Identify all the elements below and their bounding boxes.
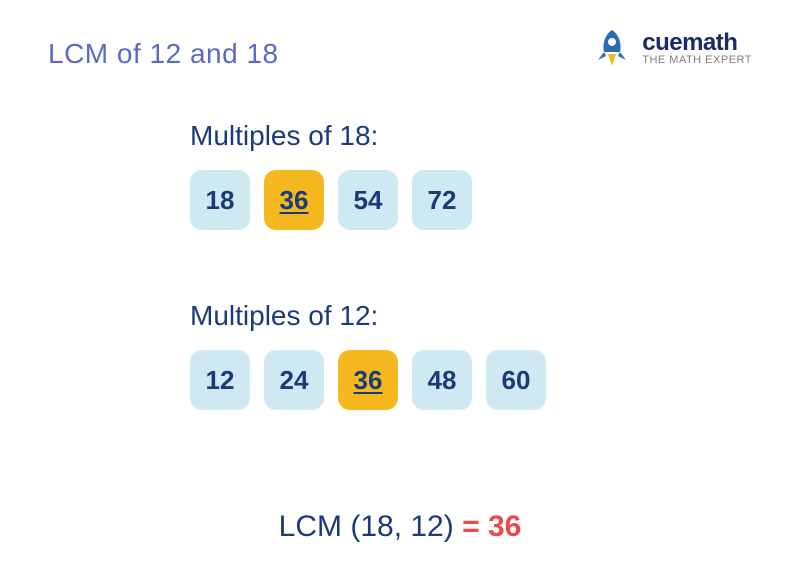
logo-name: cuemath: [642, 30, 752, 55]
number-tile: 60: [486, 350, 546, 410]
number-tile: 24: [264, 350, 324, 410]
rocket-icon: [590, 26, 634, 70]
number-tile: 48: [412, 350, 472, 410]
result-answer: 36: [480, 510, 522, 543]
result-line: LCM (18, 12) = 36: [0, 510, 800, 544]
section-label: Multiples of 12:: [190, 300, 546, 332]
number-tile: 72: [412, 170, 472, 230]
section-label: Multiples of 18:: [190, 120, 472, 152]
cuemath-logo: cuemath THE MATH EXPERT: [590, 26, 752, 70]
tile-row: 1224364860: [190, 350, 546, 410]
result-equals: =: [462, 510, 480, 543]
number-tile: 36: [338, 350, 398, 410]
number-tile: 54: [338, 170, 398, 230]
multiples-of-18-section: Multiples of 18: 18365472: [190, 120, 472, 230]
page-title: LCM of 12 and 18: [48, 38, 279, 70]
multiples-of-12-section: Multiples of 12: 1224364860: [190, 300, 546, 410]
number-tile: 36: [264, 170, 324, 230]
number-tile: 12: [190, 350, 250, 410]
result-left: LCM (18, 12): [279, 510, 462, 543]
logo-tagline: THE MATH EXPERT: [642, 55, 752, 67]
number-tile: 18: [190, 170, 250, 230]
tile-row: 18365472: [190, 170, 472, 230]
